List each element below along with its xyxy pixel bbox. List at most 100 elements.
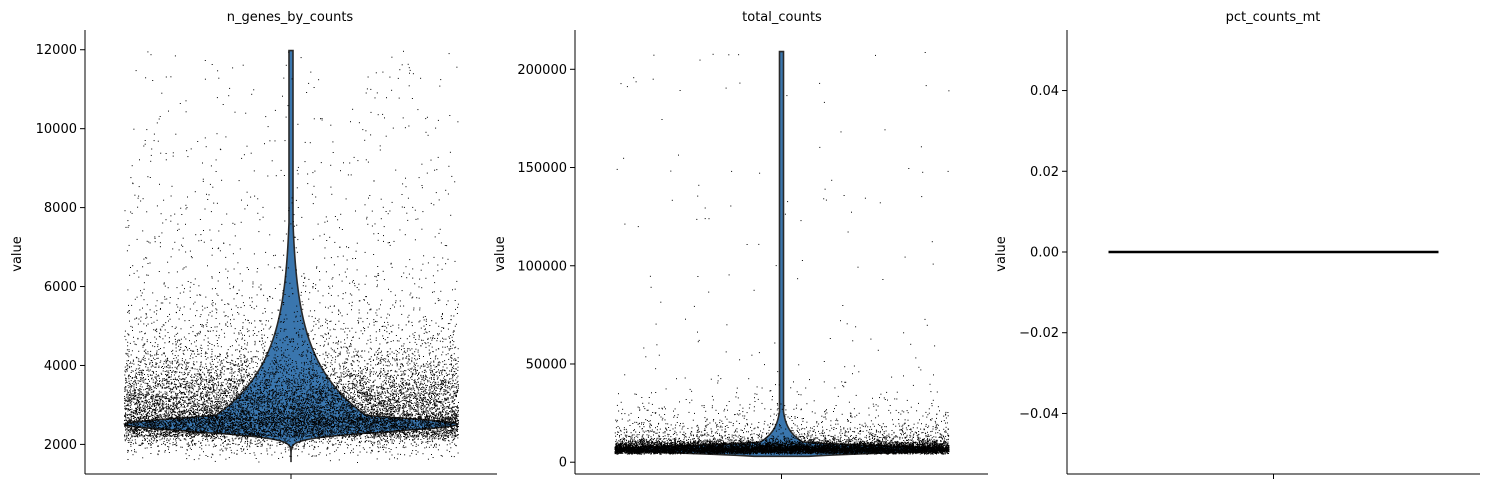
data-point <box>235 404 237 406</box>
data-point <box>330 426 332 428</box>
data-point <box>193 353 195 355</box>
data-point <box>395 400 397 402</box>
data-point <box>457 380 459 382</box>
data-point <box>163 199 165 201</box>
data-point <box>296 400 298 402</box>
data-point <box>238 444 240 445</box>
data-point <box>332 416 333 418</box>
data-point <box>236 395 238 397</box>
data-point <box>445 429 447 431</box>
data-point <box>437 419 439 421</box>
data-point <box>256 433 258 435</box>
data-point <box>453 341 455 343</box>
data-point <box>234 414 236 416</box>
data-point <box>359 427 361 429</box>
data-point <box>339 426 340 428</box>
data-point <box>240 354 242 356</box>
data-point <box>148 388 150 390</box>
data-point <box>268 394 270 396</box>
data-point <box>213 383 215 385</box>
data-point <box>261 418 263 420</box>
data-point <box>178 429 180 431</box>
data-point <box>241 450 243 452</box>
data-point <box>390 417 392 419</box>
data-point <box>425 363 427 365</box>
data-point <box>229 427 231 429</box>
data-point <box>261 425 263 426</box>
data-point <box>262 414 264 416</box>
data-point <box>260 320 262 322</box>
data-point <box>364 368 366 370</box>
data-point <box>248 322 250 324</box>
data-point <box>249 376 251 377</box>
data-point <box>357 433 359 435</box>
data-point <box>157 436 159 438</box>
data-point <box>429 436 431 438</box>
data-point <box>139 398 141 400</box>
data-point <box>430 402 432 403</box>
data-point <box>447 300 449 302</box>
data-point <box>194 429 196 431</box>
data-point <box>160 430 162 432</box>
data-point <box>205 444 207 446</box>
data-point <box>203 389 205 390</box>
data-point <box>163 379 165 381</box>
data-point <box>278 413 280 414</box>
data-point <box>278 379 280 381</box>
data-point <box>287 440 289 442</box>
data-point <box>433 434 435 436</box>
data-point <box>211 393 213 395</box>
data-point <box>243 448 245 450</box>
data-point <box>237 428 239 430</box>
data-point <box>436 371 438 373</box>
data-point <box>359 367 361 369</box>
data-point <box>362 333 364 335</box>
data-point <box>430 423 432 425</box>
data-point <box>324 365 326 367</box>
data-point <box>150 54 152 56</box>
data-point <box>363 384 364 386</box>
data-point <box>158 399 160 401</box>
data-point <box>320 421 322 423</box>
data-point <box>237 421 239 423</box>
data-point <box>265 415 267 417</box>
data-point <box>439 393 441 395</box>
data-point <box>260 403 262 405</box>
data-point <box>311 420 313 422</box>
data-point <box>164 296 166 298</box>
data-point <box>285 328 287 330</box>
data-point <box>280 435 282 437</box>
data-point <box>282 388 283 389</box>
data-point <box>182 350 184 352</box>
data-point <box>369 423 371 424</box>
data-point <box>226 403 228 405</box>
data-point <box>292 418 294 420</box>
data-point <box>287 105 289 107</box>
data-point <box>289 418 291 419</box>
data-point <box>359 442 361 444</box>
data-point <box>254 432 256 434</box>
data-point <box>177 423 179 425</box>
data-point <box>200 375 202 377</box>
data-point <box>405 186 407 188</box>
data-point <box>178 424 180 426</box>
data-point <box>198 419 200 421</box>
data-point <box>285 403 287 405</box>
data-point <box>127 226 129 228</box>
data-point <box>134 318 136 320</box>
data-point <box>288 425 290 427</box>
data-point <box>135 376 137 378</box>
data-point <box>239 380 241 382</box>
data-point <box>284 430 285 432</box>
data-point <box>132 390 134 392</box>
data-point <box>392 439 394 441</box>
data-point <box>169 405 171 407</box>
data-point <box>300 393 302 395</box>
data-point <box>170 391 172 393</box>
data-point <box>450 364 452 366</box>
data-point <box>280 359 282 361</box>
data-point <box>150 160 152 162</box>
data-point <box>395 302 397 304</box>
data-point <box>298 448 300 450</box>
data-point <box>189 435 191 437</box>
